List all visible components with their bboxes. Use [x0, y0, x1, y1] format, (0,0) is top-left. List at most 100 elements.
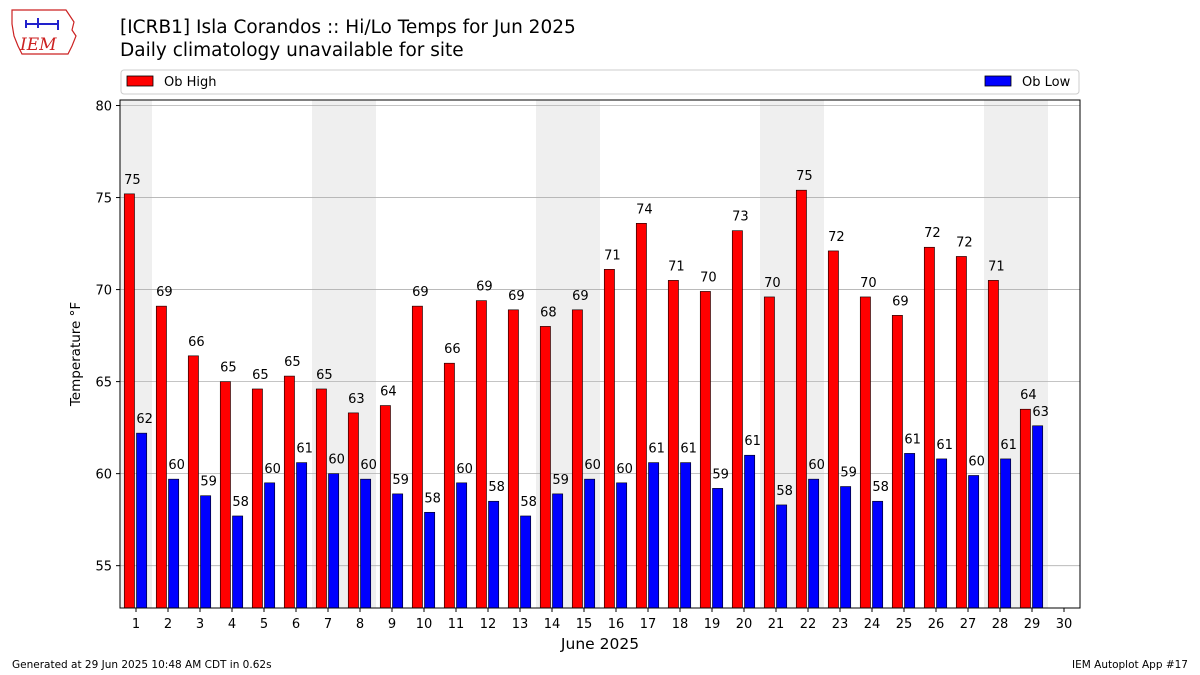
low-temp-label: 58 — [232, 495, 249, 510]
low-temp-bar — [904, 453, 916, 609]
x-axis: 1 2 3 4 5 6 7 8 9 10 11 12 13 14 15 16 17 18 19 20 21 22 23 24 2… — [132, 608, 1072, 632]
high-temp-label: 74 — [636, 202, 653, 217]
low-temp-bar — [296, 462, 308, 609]
x-tick-label: 28 — [992, 617, 1009, 632]
low-temp-label: 60 — [808, 458, 825, 473]
x-tick-label: 26 — [928, 617, 945, 632]
high-temp-bar — [347, 412, 359, 609]
high-temp-bar — [443, 362, 455, 609]
low-temp-bar — [136, 432, 148, 609]
x-axis-label: June 2025 — [560, 635, 639, 653]
legend-frame — [120, 69, 1080, 95]
low-temp-bar — [872, 500, 884, 609]
high-temp-bar — [283, 375, 295, 609]
x-tick-label: 22 — [800, 617, 817, 632]
low-temp-label: 60 — [264, 462, 281, 477]
x-tick-label: 29 — [1024, 617, 1041, 632]
low-temp-label: 59 — [712, 467, 729, 482]
low-temp-label: 59 — [392, 473, 409, 488]
low-temp-label: 61 — [680, 442, 697, 457]
low-temp-label: 62 — [136, 412, 153, 427]
high-temp-bar — [411, 305, 423, 609]
low-temp-bar — [232, 515, 244, 609]
low-temp-label: 60 — [328, 453, 345, 468]
x-tick-label: 18 — [672, 617, 689, 632]
high-temp-label: 69 — [412, 285, 429, 300]
high-temp-bar — [379, 405, 391, 609]
high-temp-bar — [987, 280, 999, 609]
low-temp-label: 60 — [360, 458, 377, 473]
high-temp-bar — [315, 388, 327, 609]
high-temp-label: 70 — [764, 276, 781, 291]
low-temp-label: 61 — [936, 438, 953, 453]
low-temp-bar — [808, 478, 820, 609]
low-temp-label: 61 — [744, 434, 761, 449]
high-temp-label: 64 — [1020, 388, 1037, 403]
low-temp-bar — [616, 482, 628, 609]
low-temp-label: 58 — [776, 484, 793, 499]
x-tick-label: 30 — [1056, 617, 1073, 632]
high-temp-label: 66 — [188, 335, 205, 350]
bars — [123, 189, 1044, 609]
chart-subtitle: Daily climatology unavailable for site — [120, 40, 464, 61]
y-tick-label: 60 — [95, 468, 112, 483]
high-temp-bar — [539, 326, 551, 609]
high-temp-label: 71 — [604, 248, 621, 263]
high-temp-label: 65 — [220, 361, 237, 376]
footer-generated-text: Generated at 29 Jun 2025 10:48 AM CDT in… — [12, 659, 272, 671]
low-temp-bar — [424, 511, 436, 609]
x-tick-label: 23 — [832, 617, 849, 632]
iowa-outline-shape — [11, 9, 77, 55]
high-temp-label: 72 — [956, 235, 973, 250]
high-temp-bar — [667, 280, 679, 609]
high-temp-label: 65 — [252, 368, 269, 383]
high-temp-bar — [859, 296, 871, 609]
x-tick-label: 8 — [356, 617, 364, 632]
x-tick-label: 1 — [132, 617, 140, 632]
high-temp-bar — [891, 315, 903, 609]
low-temp-bar — [1032, 425, 1044, 609]
low-temp-bar — [168, 478, 180, 609]
x-tick-label: 11 — [448, 617, 465, 632]
high-temp-bar — [187, 355, 199, 609]
legend-label-low: Ob Low — [1022, 75, 1071, 90]
high-temp-bar — [795, 189, 807, 609]
x-tick-label: 27 — [960, 617, 977, 632]
x-tick-label: 17 — [640, 617, 657, 632]
high-temp-label: 71 — [988, 259, 1005, 274]
low-temp-bar — [520, 515, 532, 609]
x-tick-label: 10 — [416, 617, 433, 632]
high-temp-label: 65 — [284, 355, 301, 370]
high-temp-label: 75 — [796, 169, 813, 184]
high-temp-label: 69 — [572, 289, 589, 304]
high-temp-label: 69 — [476, 280, 493, 295]
low-temp-label: 61 — [904, 432, 921, 447]
low-temp-bar — [744, 454, 756, 609]
high-temp-bar — [635, 223, 647, 609]
low-temp-label: 61 — [648, 442, 665, 457]
high-temp-bar — [923, 246, 935, 609]
low-temp-label: 59 — [200, 475, 217, 490]
x-tick-label: 2 — [164, 617, 172, 632]
high-temp-label: 64 — [380, 385, 397, 400]
legend: Ob High Ob Low — [120, 69, 1080, 95]
high-temp-bar — [763, 296, 775, 609]
high-temp-bar — [1019, 408, 1031, 609]
low-temp-label: 60 — [584, 458, 601, 473]
high-temp-label: 65 — [316, 368, 333, 383]
low-temp-label: 61 — [1000, 438, 1017, 453]
high-temp-bar — [571, 309, 583, 609]
y-tick-label: 80 — [95, 100, 112, 115]
x-tick-label: 12 — [480, 617, 497, 632]
low-temp-label: 58 — [872, 480, 889, 495]
y-axis: 55 60 65 70 75 80 — [95, 100, 120, 575]
low-temp-bar — [840, 486, 852, 609]
low-temp-label: 63 — [1032, 405, 1049, 420]
high-temp-label: 71 — [668, 259, 685, 274]
high-temp-bar — [219, 381, 231, 609]
x-tick-label: 6 — [292, 617, 300, 632]
low-temp-label: 58 — [488, 480, 505, 495]
y-tick-label: 65 — [95, 376, 112, 391]
high-temp-label: 63 — [348, 392, 365, 407]
